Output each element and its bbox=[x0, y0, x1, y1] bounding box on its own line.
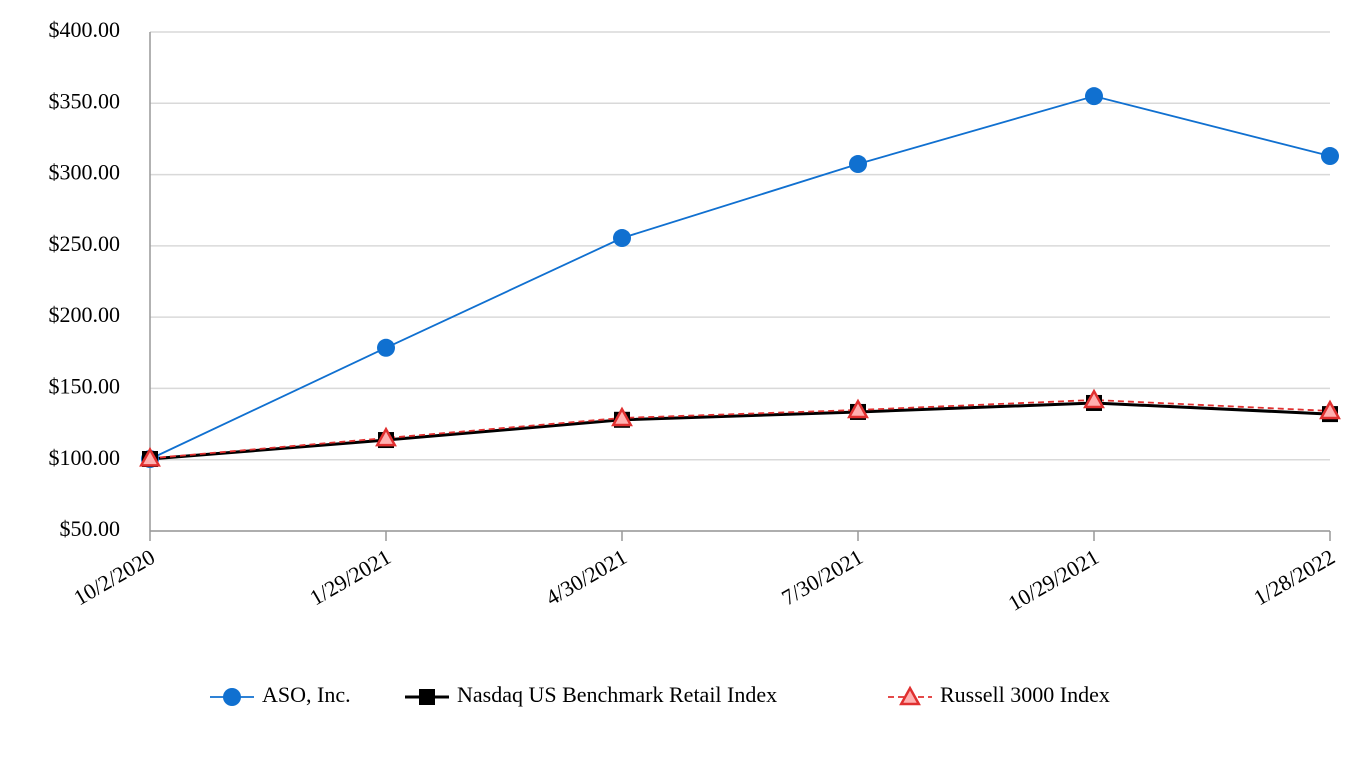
series-line bbox=[149, 399, 1331, 460]
point bbox=[375, 426, 397, 447]
point bbox=[377, 338, 395, 357]
legend-marker bbox=[223, 688, 241, 706]
point bbox=[849, 155, 867, 174]
point bbox=[1083, 388, 1105, 409]
x-tick-label: 1/28/2022 bbox=[1249, 544, 1339, 610]
y-tick-label: $50.00 bbox=[60, 516, 121, 541]
legend-marker bbox=[899, 685, 921, 706]
y-tick-label: $200.00 bbox=[49, 302, 121, 327]
point bbox=[139, 446, 161, 467]
y-tick-label: $250.00 bbox=[49, 231, 121, 256]
legend-marker bbox=[419, 689, 435, 705]
legend-label: Russell 3000 Index bbox=[940, 682, 1110, 707]
legend-label: Nasdaq US Benchmark Retail Index bbox=[457, 682, 777, 707]
x-tick-label: 7/30/2021 bbox=[777, 544, 867, 610]
legend-label: ASO, Inc. bbox=[262, 682, 351, 707]
x-tick-label: 10/2/2020 bbox=[69, 544, 159, 610]
point bbox=[847, 398, 869, 419]
point bbox=[613, 229, 631, 248]
point bbox=[1321, 147, 1339, 166]
point bbox=[1319, 399, 1341, 420]
y-tick-label: $350.00 bbox=[49, 88, 121, 113]
point bbox=[1085, 87, 1103, 106]
series-line bbox=[149, 401, 1331, 461]
y-tick-label: $150.00 bbox=[49, 373, 121, 398]
y-tick-label: $300.00 bbox=[49, 160, 121, 185]
x-tick-label: 1/29/2021 bbox=[305, 544, 395, 610]
point bbox=[611, 406, 633, 427]
series-line bbox=[149, 95, 1331, 460]
x-tick-label: 4/30/2021 bbox=[541, 544, 631, 610]
y-tick-label: $400.00 bbox=[49, 17, 121, 42]
y-tick-label: $100.00 bbox=[49, 445, 121, 470]
x-tick-label: 10/29/2021 bbox=[1004, 544, 1103, 616]
